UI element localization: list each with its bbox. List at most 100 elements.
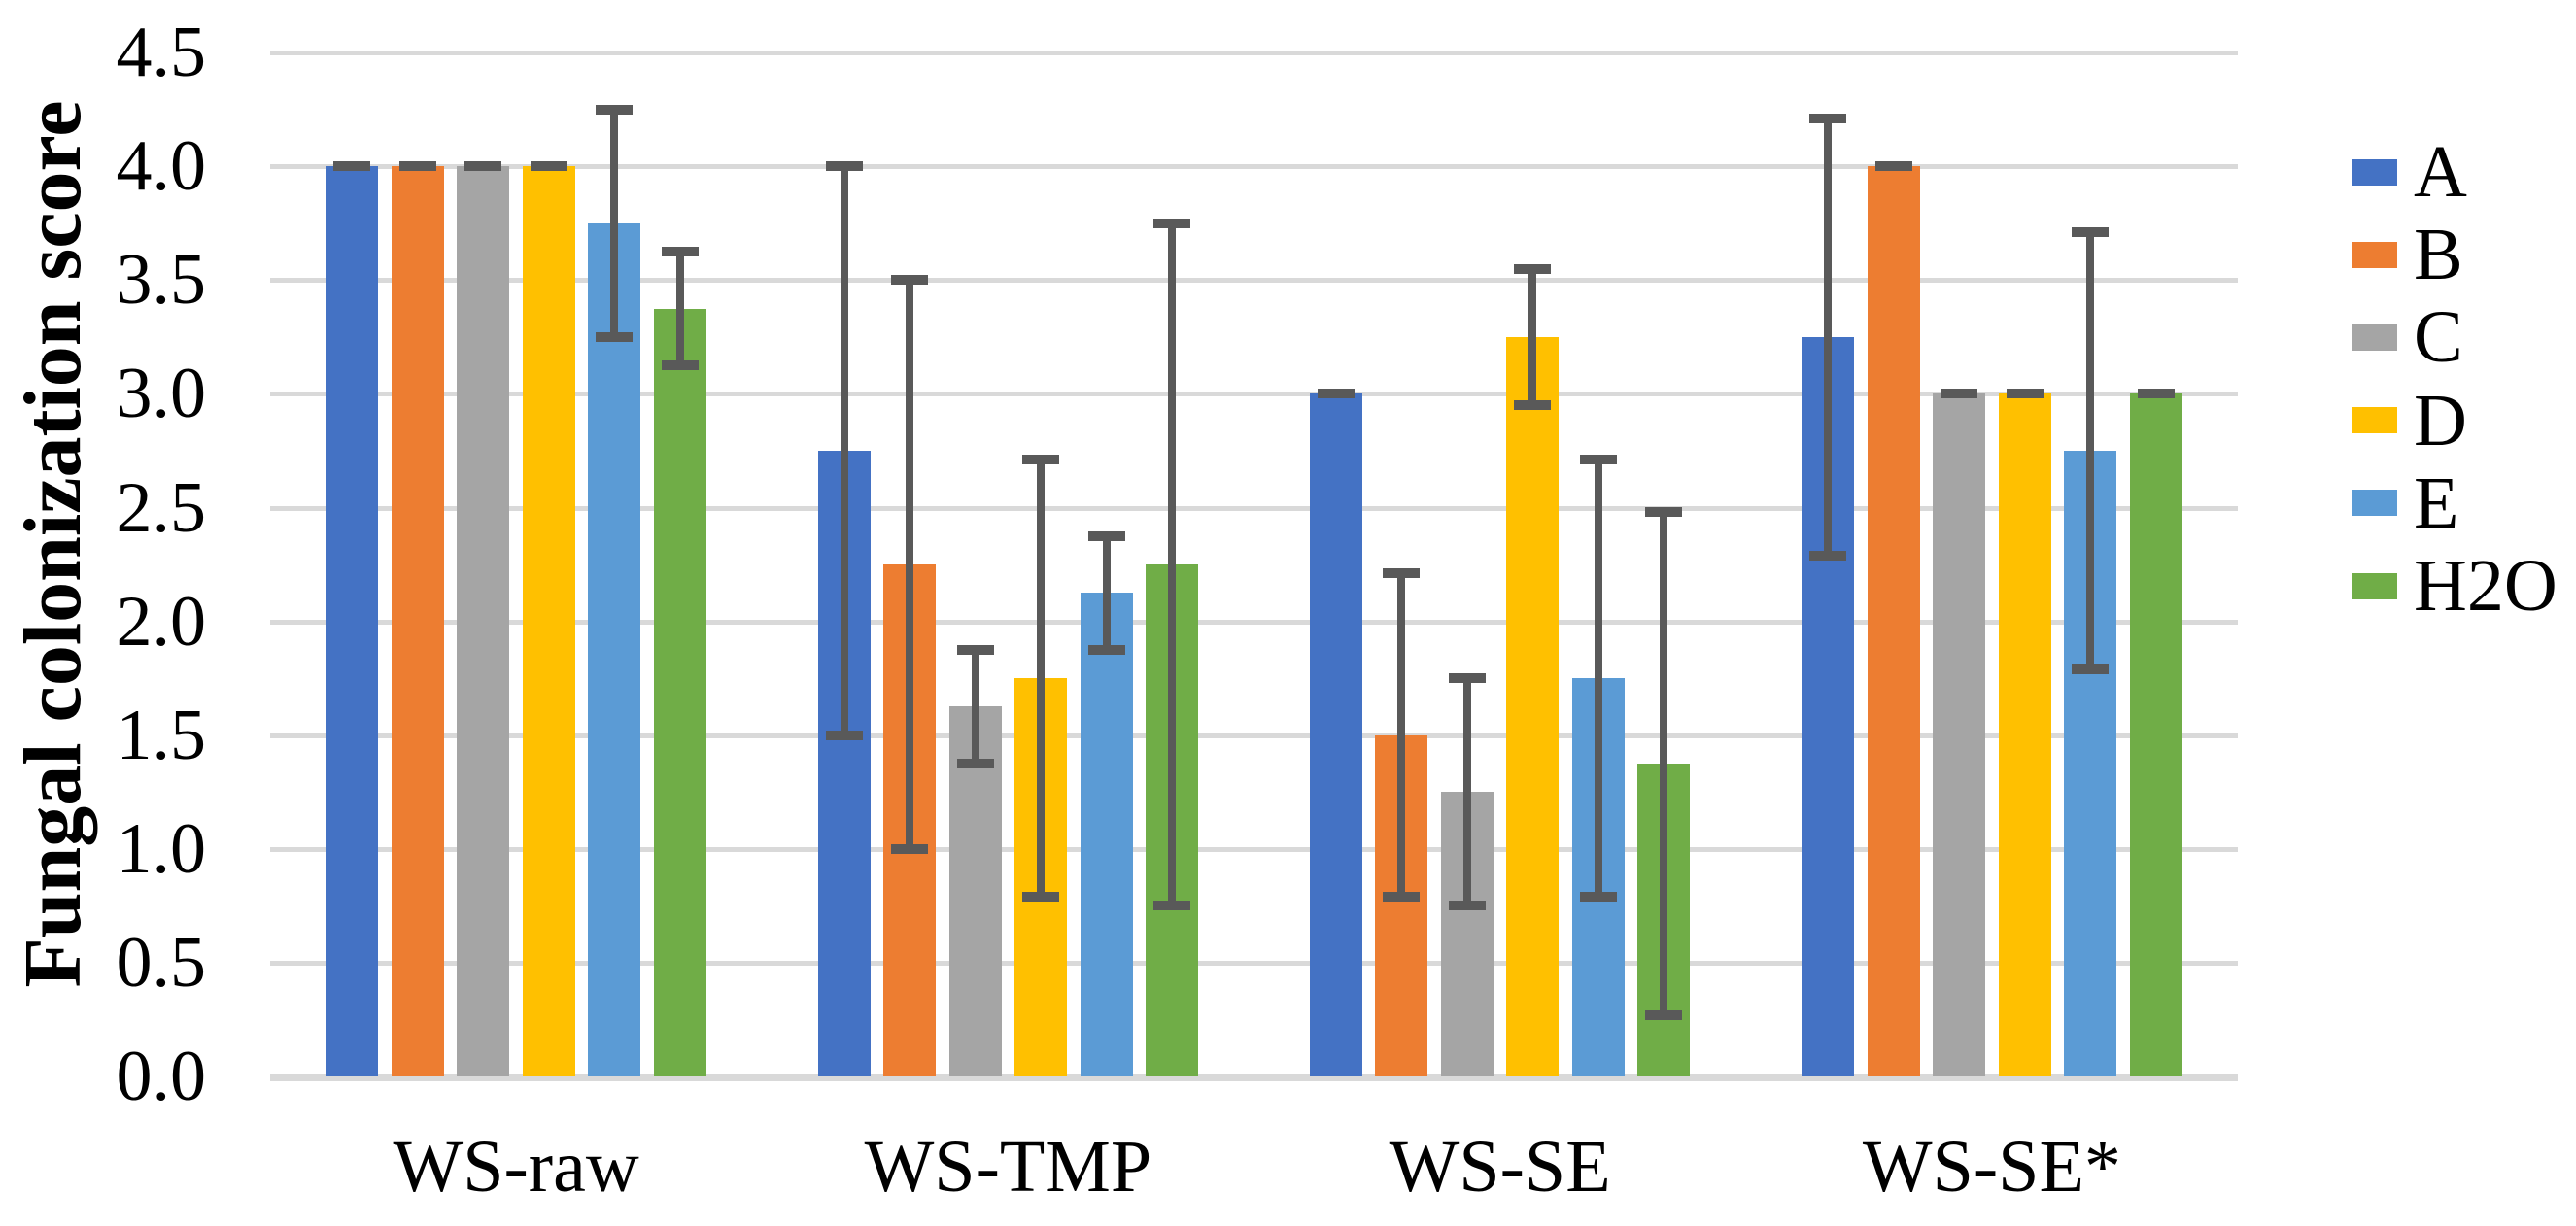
error-bar-H2O-WS-TMP [1168,222,1177,906]
gridline-2.0 [270,619,2238,625]
error-bar-E-WS-SE* [2086,232,2095,669]
y-tick-label-4.5: 4.5 [116,13,207,93]
legend-swatch-E [2352,490,2397,517]
error-bar-A-WS-TMP [840,166,848,735]
bar-C-WS-raw [457,166,510,1076]
bar-H2O-WS-SE* [2129,393,2182,1076]
error-bar-B-WS-SE-cap [1383,891,1421,902]
error-bar-H2O-WS-raw [675,252,684,366]
y-tick-label-0.5: 0.5 [116,922,207,1003]
error-bar-E-WS-raw-cap [596,331,634,342]
bar-D-WS-SE [1506,336,1560,1076]
error-bar-A-WS-SE*-cap [1809,114,1847,124]
error-bar-E-WS-TMP-cap [1087,530,1125,541]
gridline-1.5 [270,732,2238,738]
error-bar-E-WS-SE-cap [1579,891,1617,902]
error-bar-B-WS-SE-cap [1383,568,1421,579]
error-bar-B-WS-raw-cap [398,161,436,172]
bar-D-WS-SE* [1998,393,2051,1076]
y-tick-label-0.0: 0.0 [116,1037,207,1116]
error-bar-B-WS-SE [1397,573,1406,897]
bar-B-WS-SE* [1867,166,1920,1076]
error-bar-H2O-WS-SE-cap [1645,1009,1683,1020]
error-bar-B-WS-TMP-cap [891,275,929,286]
error-bar-A-WS-TMP-cap [825,730,863,740]
bar-E-WS-TMP [1080,593,1133,1076]
y-tick-label-2.5: 2.5 [116,467,207,548]
gridline-4.0 [270,164,2238,170]
gridline-4.5 [270,51,2238,56]
error-bar-C-WS-TMP-cap [956,758,994,768]
error-bar-H2O-WS-raw-cap [661,360,699,371]
x-category-label-WS-TMP: WS-TMP [864,1126,1152,1208]
error-bar-E-WS-SE*-cap [2072,664,2110,674]
error-bar-H2O-WS-TMP-cap [1153,218,1191,228]
y-tick-label-1.0: 1.0 [116,808,207,889]
bar-D-WS-raw [522,166,575,1076]
error-bar-H2O-WS-raw-cap [661,247,699,257]
error-bar-C-WS-raw-cap [464,161,502,172]
bar-B-WS-raw [391,166,444,1076]
bar-A-WS-SE [1309,393,1362,1076]
x-axis-line [270,1074,2238,1081]
error-bar-B-WS-SE*-cap [1874,161,1912,172]
error-bar-D-WS-raw-cap [530,161,567,172]
error-bar-C-WS-SE [1462,678,1471,906]
bar-H2O-WS-raw [653,308,706,1076]
error-bar-H2O-WS-SE-cap [1645,507,1683,518]
x-category-label-WS-SE: WS-SE [1389,1126,1611,1208]
legend-swatch-A [2352,158,2397,186]
error-bar-E-WS-TMP-cap [1087,644,1125,655]
bar-E-WS-raw [588,222,641,1076]
gridline-3.5 [270,278,2238,284]
x-category-label-WS-raw: WS-raw [393,1126,639,1208]
error-bar-D-WS-SE [1528,268,1537,406]
error-bar-A-WS-SE-cap [1317,389,1355,399]
error-bar-E-WS-SE*-cap [2072,227,2110,238]
error-bar-A-WS-SE*-cap [1809,550,1847,561]
error-bar-D-WS-SE*-cap [2006,389,2044,399]
legend-label-E: E [2414,461,2459,544]
error-bar-H2O-WS-SE [1660,512,1668,1015]
legend-swatch-H2O [2352,572,2397,599]
error-bar-D-WS-SE-cap [1514,263,1552,274]
error-bar-C-WS-TMP [971,649,979,764]
error-bar-D-WS-TMP [1037,460,1046,897]
y-tick-label-2.0: 2.0 [116,581,207,662]
error-bar-E-WS-raw-cap [596,104,634,115]
gridline-1.0 [270,846,2238,852]
legend-label-D: D [2414,379,2467,461]
legend-swatch-C [2352,324,2397,351]
error-bar-A-WS-TMP-cap [825,161,863,172]
error-bar-B-WS-TMP-cap [891,843,929,854]
error-bar-C-WS-SE-cap [1448,901,1486,911]
error-bar-E-WS-SE [1594,460,1602,897]
y-tick-label-4.0: 4.0 [116,126,207,207]
x-category-label-WS-SE*: WS-SE* [1862,1126,2121,1208]
error-bar-H2O-WS-TMP-cap [1153,901,1191,911]
y-tick-label-3.5: 3.5 [116,240,207,321]
error-bar-E-WS-raw [610,109,619,337]
error-bar-E-WS-TMP [1102,535,1111,650]
error-bar-C-WS-TMP-cap [956,644,994,655]
y-tick-label-3.0: 3.0 [116,354,207,434]
legend-swatch-D [2352,407,2397,434]
legend-label-B: B [2414,214,2463,296]
legend-label-C: C [2414,296,2463,379]
error-bar-A-WS-raw-cap [333,161,371,172]
bar-A-WS-raw [326,166,379,1076]
error-bar-C-WS-SE*-cap [1941,389,1978,399]
error-bar-A-WS-SE* [1824,119,1833,556]
legend-label-H2O: H2O [2414,545,2558,627]
gridline-2.5 [270,505,2238,511]
error-bar-D-WS-TMP-cap [1022,891,1060,902]
legend-label-A: A [2414,131,2467,213]
error-bar-C-WS-SE-cap [1448,673,1486,684]
error-bar-E-WS-SE-cap [1579,455,1617,465]
error-bar-D-WS-SE-cap [1514,400,1552,411]
error-bar-D-WS-TMP-cap [1022,455,1060,465]
y-tick-label-1.5: 1.5 [116,695,207,775]
gridline-0.5 [270,960,2238,966]
error-bar-H2O-WS-SE*-cap [2137,389,2175,399]
